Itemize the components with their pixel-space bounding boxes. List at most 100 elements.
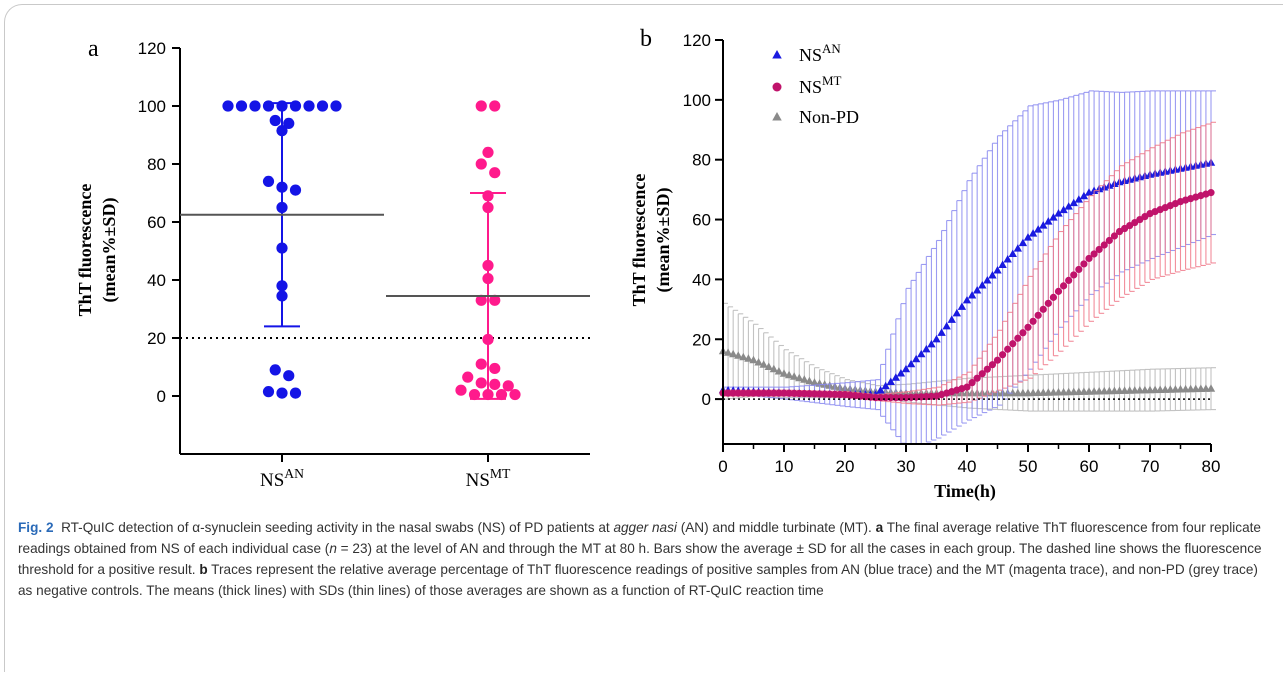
panel-b-data-point bbox=[724, 389, 732, 397]
panel-b-legend-label-base: Non-PD bbox=[799, 107, 859, 127]
panel-b-legend-marker bbox=[772, 50, 782, 59]
panel-b-data-point bbox=[983, 365, 991, 373]
panel-a-data-point bbox=[235, 100, 248, 112]
panel-b-data-point bbox=[810, 390, 819, 398]
panel-b-data-point bbox=[942, 321, 951, 330]
panel-a-data-point bbox=[462, 371, 474, 383]
panel-b-data-point bbox=[739, 389, 747, 397]
panel-a-data-point bbox=[475, 158, 487, 170]
panel-b-data-point bbox=[759, 360, 768, 368]
panel-b-data-point bbox=[1074, 195, 1084, 203]
panel-a-data-point bbox=[489, 100, 501, 112]
panel-b-legend-marker bbox=[772, 112, 782, 121]
panel-b-x-tick-label: 10 bbox=[775, 457, 794, 476]
caption-fig-label: Fig. 2 bbox=[18, 520, 54, 535]
caption-text-3: The final average relative ThT fluoresce… bbox=[18, 520, 1261, 556]
panel-b-data-point bbox=[957, 302, 967, 310]
panel-b-data-point bbox=[805, 376, 814, 385]
panel-b-data-point bbox=[789, 372, 799, 380]
panel-a-data-point bbox=[502, 380, 514, 392]
panel-a-data-point bbox=[475, 294, 487, 306]
panel-b-x-tick-label: 50 bbox=[1019, 457, 1038, 476]
panel-b-data-point bbox=[754, 389, 763, 397]
panel-a-data-point bbox=[276, 387, 288, 399]
panel-b-ylabel-line1: ThT fluorescence bbox=[629, 174, 649, 307]
panel-b-data-point bbox=[805, 390, 814, 398]
panel-a-data-point bbox=[269, 114, 281, 127]
panel-b-data-point bbox=[876, 385, 885, 394]
panel-b-data-point bbox=[906, 359, 916, 368]
panel-a-data-point bbox=[489, 378, 501, 390]
caption-text-1: RT-QuIC detection of α-synuclein seeding… bbox=[61, 520, 614, 535]
panel-b-data-point bbox=[1009, 340, 1017, 348]
panel-a-data-point bbox=[276, 100, 288, 112]
panel-a-data-point bbox=[482, 259, 494, 272]
panel-b-data-point bbox=[927, 392, 936, 400]
panel-b-data-point bbox=[1064, 202, 1073, 210]
panel-b-ylabel-line2: (mean%±SD) bbox=[653, 188, 674, 293]
panel-b-data-point bbox=[1014, 334, 1022, 342]
panel-a-data-point bbox=[489, 362, 501, 375]
panel-b-x-tick-label: 20 bbox=[836, 457, 855, 476]
panel-b-data-point bbox=[1044, 299, 1052, 307]
panel-a-data-point bbox=[283, 370, 295, 382]
panel-b-data-point bbox=[728, 349, 738, 358]
panel-b-data-point bbox=[1013, 244, 1023, 252]
caption-text-5: Traces represent the relative average pe… bbox=[18, 562, 1258, 598]
panel-a-data-point bbox=[495, 388, 508, 401]
panel-a-data-point bbox=[330, 100, 342, 112]
panel-b-data-point bbox=[1019, 329, 1027, 337]
panel-b-y-tick-label: 0 bbox=[702, 390, 711, 409]
panel-b-data-point bbox=[998, 260, 1007, 269]
panel-a-data-point bbox=[482, 388, 494, 401]
panel-a-y-tick-label: 40 bbox=[147, 271, 166, 290]
panel-b-data-point bbox=[1004, 345, 1012, 353]
panel-a-category-label-base: NS bbox=[466, 470, 490, 491]
panel-b-axes: 0 20 40 60 80 100 120 0 10 20 30 40 50 60 70 80 bbox=[683, 31, 1221, 476]
panel-b-data-point bbox=[886, 377, 895, 385]
panel-b-data-point bbox=[978, 280, 987, 289]
panel-a-category-label-sup: AN bbox=[284, 466, 304, 481]
figure-frame bbox=[4, 4, 1283, 672]
panel-b-marks bbox=[718, 90, 1216, 445]
svg-text:NSMT: NSMT bbox=[466, 466, 511, 491]
panel-b-data-point bbox=[947, 315, 956, 323]
panel-b-data-point bbox=[1079, 191, 1089, 200]
panel-b-data-point bbox=[1044, 217, 1053, 225]
panel-b-label: b bbox=[640, 26, 652, 52]
figure-caption: Fig. 2 RT-QuIC detection of α-synuclein … bbox=[18, 517, 1273, 601]
panel-b-data-point bbox=[1080, 260, 1088, 268]
panel-b-y-tick-label: 80 bbox=[692, 151, 711, 170]
panel-b-data-point bbox=[780, 389, 788, 397]
panel-b-xlabel: Time(h) bbox=[934, 481, 996, 502]
panel-a-marks bbox=[180, 100, 590, 401]
panel-b-data-point bbox=[891, 373, 901, 381]
panel-b-data-point bbox=[739, 352, 748, 361]
panel-b-data-point bbox=[1059, 205, 1068, 214]
panel-a-data-point bbox=[475, 100, 487, 112]
panel-a-data-point bbox=[289, 184, 302, 196]
panel-a-data-point bbox=[276, 290, 288, 302]
panel-a-y-tick-label: 60 bbox=[147, 213, 166, 232]
panel-b-data-point bbox=[769, 364, 779, 373]
panel-b-data-point bbox=[831, 390, 839, 398]
panel-b-data-point bbox=[1065, 276, 1073, 285]
panel-b-data-point bbox=[1018, 238, 1028, 247]
panel-b-data-point bbox=[744, 354, 753, 362]
svg-text:NSAN: NSAN bbox=[260, 466, 304, 491]
panel-b-data-point bbox=[1059, 282, 1068, 290]
panel-a-data-point bbox=[262, 386, 275, 398]
panel-b-data-point bbox=[978, 370, 986, 378]
caption-n-italic: n bbox=[329, 541, 337, 556]
panel-b-data-point bbox=[1075, 265, 1083, 274]
panel-a-category-label-sup: MT bbox=[490, 466, 511, 481]
caption-italic-1: agger nasi bbox=[613, 520, 677, 535]
panel-b-data-point bbox=[754, 358, 763, 366]
panel-b-data-point bbox=[988, 361, 997, 369]
panel-a-category-label-base: NS bbox=[260, 470, 284, 491]
caption-text-2: (AN) and middle turbinate (MT). bbox=[676, 520, 876, 535]
panel-a-data-point bbox=[509, 388, 521, 401]
panel-b-data-point bbox=[881, 381, 890, 390]
panel-a-data-point bbox=[482, 201, 494, 214]
